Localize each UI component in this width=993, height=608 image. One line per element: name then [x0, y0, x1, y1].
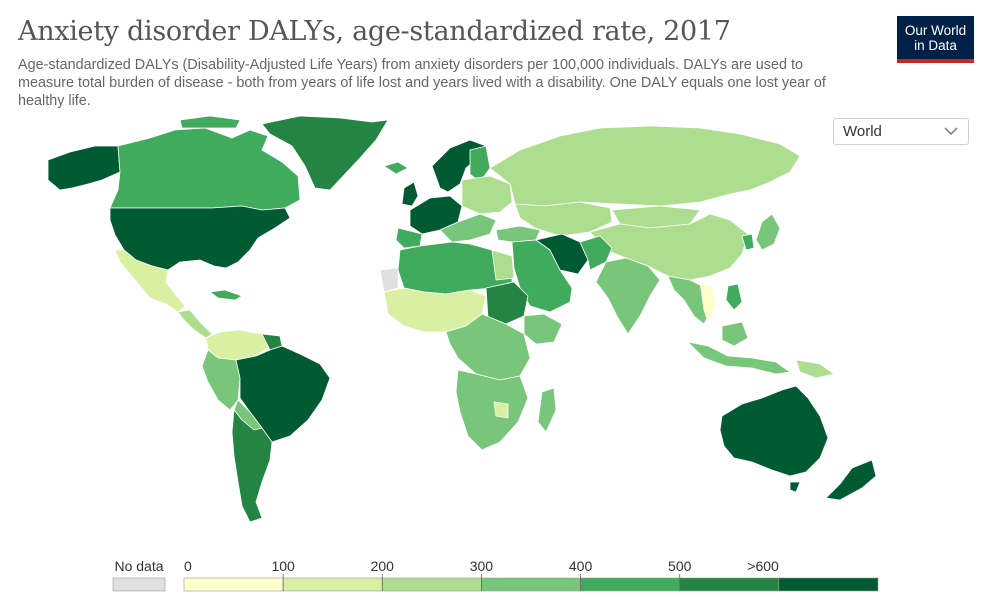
map-region-egypt[interactable] — [491, 249, 515, 281]
legend-tick-label: 100 — [271, 558, 295, 574]
chevron-down-icon — [943, 124, 959, 142]
legend-tick-label: 300 — [470, 558, 494, 574]
map-region-turkey[interactable] — [495, 225, 541, 243]
map-region-iberia[interactable] — [395, 227, 423, 249]
logo-red-bar — [897, 59, 974, 63]
map-region-japan[interactable] — [755, 213, 781, 251]
map-region-eastern-europe[interactable] — [461, 175, 513, 215]
map-region-brazil[interactable] — [235, 345, 331, 443]
map-region-iran[interactable] — [535, 233, 589, 275]
logo-line-1: Our World — [904, 23, 967, 38]
legend-bin-3[interactable] — [481, 577, 581, 592]
map-region-vietnam[interactable] — [699, 281, 717, 323]
map-region-finland[interactable] — [469, 145, 491, 183]
legend-bin-1[interactable] — [282, 577, 383, 592]
map-region-canada[interactable] — [109, 127, 301, 211]
map-region-southern-africa[interactable] — [455, 369, 529, 451]
map-region-iceland[interactable] — [383, 161, 409, 175]
chart-title: Anxiety disorder DALYs, age-standardized… — [18, 16, 731, 47]
map-region-papua[interactable] — [795, 359, 835, 379]
map-region-new-zealand[interactable] — [825, 459, 877, 501]
legend-bin-6[interactable] — [778, 577, 879, 592]
map-region-peru[interactable] — [201, 349, 241, 411]
map-region-central-america[interactable] — [177, 309, 213, 339]
map-region-western-sahara[interactable] — [379, 267, 399, 293]
region-selector-value: World — [843, 123, 882, 140]
map-region-southern-cone[interactable] — [231, 409, 273, 523]
map-region-alaska[interactable] — [47, 145, 121, 191]
map-region-tasmania[interactable] — [789, 481, 801, 493]
legend-tick-label: 400 — [569, 558, 593, 574]
map-region-central-africa[interactable] — [445, 313, 531, 381]
world-map — [47, 115, 877, 523]
legend-bin-4[interactable] — [580, 577, 681, 592]
legend-bin-2[interactable] — [381, 577, 482, 592]
legend-bin-5[interactable] — [679, 577, 780, 592]
map-region-caribbean[interactable] — [209, 289, 243, 301]
map-region-uk[interactable] — [401, 181, 419, 207]
legend-tick-label: 500 — [668, 558, 692, 574]
logo-line-2: in Data — [914, 38, 957, 53]
legend-tick-label: >600 — [747, 558, 779, 574]
legend-no-data-label: No data — [114, 558, 163, 574]
map-region-borneo[interactable] — [721, 321, 749, 347]
map-region-central-asia[interactable] — [514, 201, 613, 237]
legend-no-data-swatch — [112, 577, 166, 592]
map-region-italy-balkans[interactable] — [439, 213, 497, 243]
map-region-russia[interactable] — [489, 125, 801, 207]
map-region-greenland[interactable] — [261, 115, 389, 191]
map-region-zimbabwe[interactable] — [493, 401, 509, 419]
owid-logo[interactable]: Our World in Data — [897, 16, 974, 63]
legend-tick-label: 200 — [371, 558, 395, 574]
map-region-horn-of-africa[interactable] — [523, 313, 563, 345]
map-region-australia[interactable] — [719, 385, 829, 477]
chart-subtitle: Age-standardized DALYs (Disability-Adjus… — [18, 57, 826, 109]
color-legend: No data 0 100 200 300 400 500 >600 — [112, 558, 879, 592]
legend-bin-0[interactable] — [183, 577, 284, 592]
region-selector[interactable]: World — [833, 118, 969, 145]
legend-tick-label: 0 — [184, 558, 192, 574]
map-region-madagascar[interactable] — [537, 387, 557, 433]
map-region-philippines[interactable] — [725, 283, 743, 311]
map-region-hudson-bay-islands[interactable] — [179, 115, 241, 129]
map-region-india[interactable] — [595, 257, 661, 335]
map-region-mexico[interactable] — [114, 249, 186, 313]
map-region-korea[interactable] — [741, 233, 755, 251]
map-region-indonesia[interactable] — [687, 341, 791, 375]
